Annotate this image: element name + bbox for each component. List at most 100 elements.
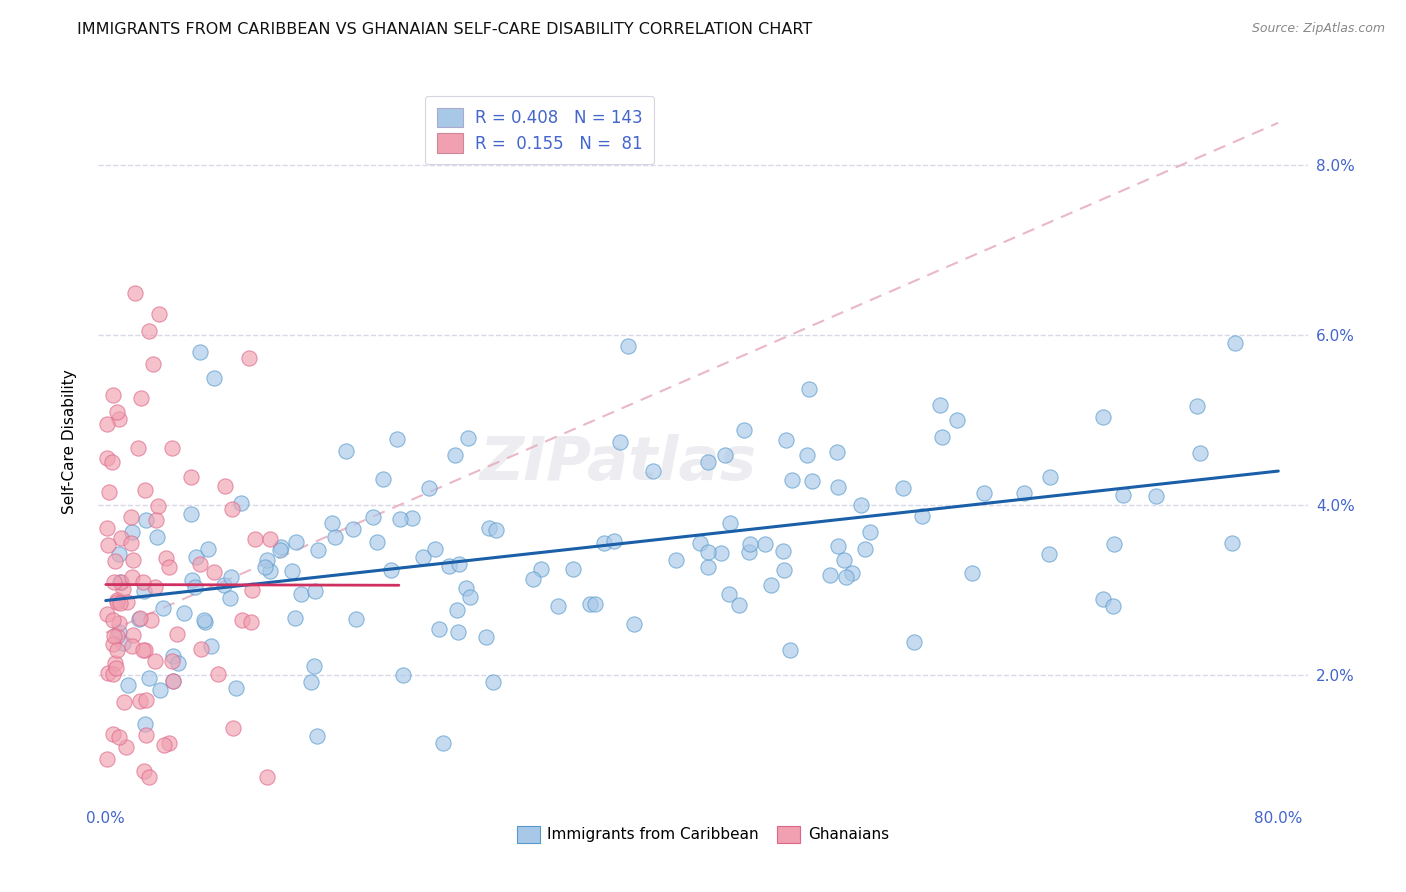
Point (818, 568, 841, 582)
Point (96, 752, 118, 766)
Point (155, 551, 177, 566)
Point (1223, 335, 1246, 350)
Point (194, 615, 217, 629)
Point (240, 615, 263, 629)
Point (1220, 536, 1243, 550)
Point (366, 535, 388, 549)
Point (108, 596, 131, 610)
Point (342, 523, 364, 537)
Point (101, 637, 124, 651)
Point (903, 634, 925, 648)
Point (284, 534, 307, 549)
Point (139, 613, 162, 627)
Point (110, 575, 132, 590)
Point (214, 479, 236, 493)
Point (380, 563, 402, 577)
Point (110, 575, 132, 590)
Point (1091, 410, 1114, 425)
Point (960, 566, 983, 580)
Point (143, 580, 166, 594)
Point (148, 307, 170, 321)
Point (827, 480, 849, 494)
Point (696, 545, 718, 559)
Point (454, 581, 477, 595)
Point (146, 530, 169, 544)
Point (229, 496, 252, 510)
Point (160, 654, 183, 668)
Point (128, 612, 150, 626)
Point (475, 630, 498, 644)
Point (754, 536, 776, 550)
Point (832, 553, 855, 567)
Point (853, 541, 876, 556)
Point (299, 674, 322, 689)
Point (129, 391, 152, 405)
Point (388, 512, 411, 526)
Point (335, 444, 357, 458)
Point (801, 474, 824, 488)
Point (121, 524, 143, 539)
Point (1092, 592, 1115, 607)
Point (166, 627, 188, 641)
Point (122, 628, 145, 642)
Point (138, 671, 160, 685)
Point (697, 454, 720, 468)
Point (759, 578, 782, 592)
Point (253, 560, 276, 574)
Point (96, 521, 118, 535)
Text: ZIPatlas: ZIPatlas (479, 434, 756, 492)
Point (129, 611, 152, 625)
Point (827, 539, 849, 553)
Point (197, 542, 219, 557)
Point (166, 656, 188, 670)
Point (530, 562, 553, 576)
Point (107, 730, 129, 744)
Point (131, 575, 153, 590)
Point (931, 430, 953, 444)
Point (779, 643, 801, 657)
Point (190, 642, 212, 657)
Point (385, 432, 408, 446)
Point (124, 285, 146, 300)
Point (269, 543, 291, 558)
Point (103, 629, 125, 643)
Point (108, 615, 131, 630)
Point (117, 678, 139, 692)
Point (799, 382, 821, 396)
Point (1012, 485, 1035, 500)
Point (835, 570, 858, 584)
Point (111, 636, 134, 650)
Point (135, 728, 157, 742)
Point (162, 673, 184, 688)
Point (1102, 536, 1125, 550)
Point (485, 523, 508, 537)
Point (138, 324, 160, 338)
Point (780, 473, 803, 487)
Point (219, 570, 242, 584)
Point (134, 764, 156, 778)
Point (180, 470, 202, 484)
Point (193, 613, 215, 627)
Point (202, 565, 225, 579)
Point (447, 624, 470, 639)
Point (231, 613, 253, 627)
Point (259, 533, 281, 547)
Point (775, 433, 797, 447)
Point (392, 668, 415, 682)
Point (616, 338, 638, 352)
Point (114, 739, 136, 754)
Point (373, 472, 395, 486)
Point (105, 629, 128, 643)
Point (307, 543, 329, 558)
Point (1144, 489, 1167, 503)
Point (1038, 547, 1060, 561)
Legend: Immigrants from Caribbean, Ghanaians: Immigrants from Caribbean, Ghanaians (510, 820, 896, 849)
Point (841, 566, 863, 581)
Point (135, 512, 157, 526)
Point (447, 557, 470, 571)
Point (718, 516, 741, 531)
Point (107, 595, 129, 609)
Point (200, 640, 222, 654)
Point (157, 560, 180, 574)
Point (110, 531, 132, 545)
